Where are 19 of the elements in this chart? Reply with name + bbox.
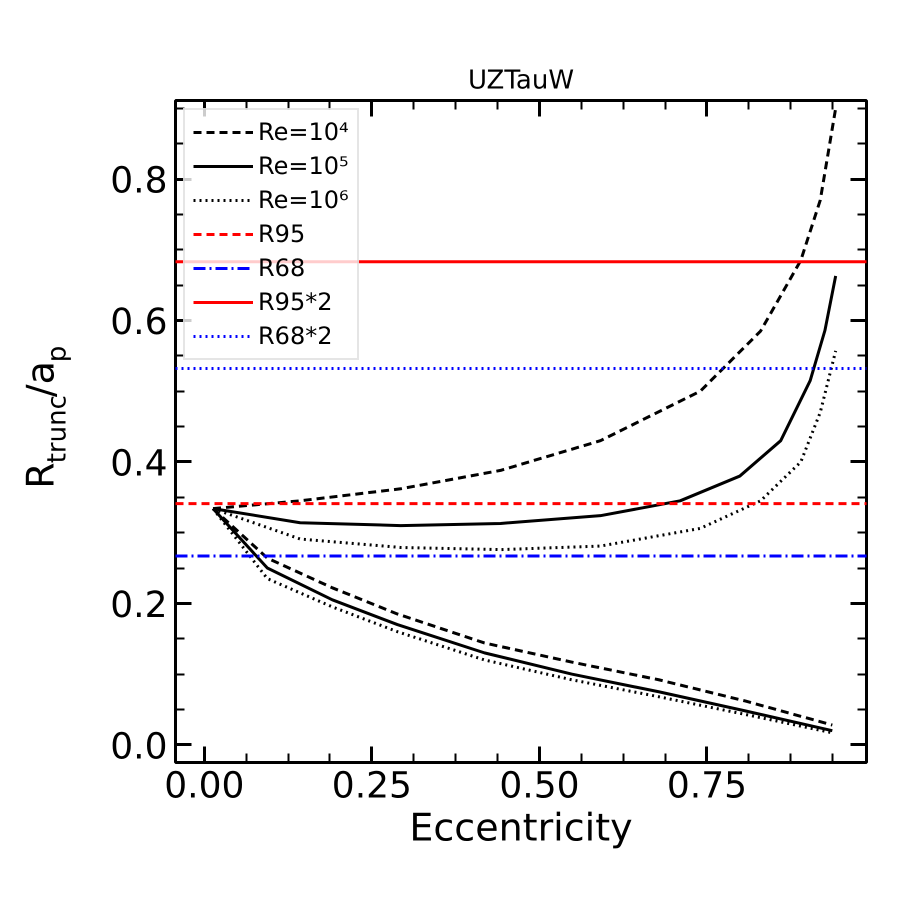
y-tick-label: 0.6 (110, 302, 168, 343)
chart-title: UZTauW (468, 66, 574, 96)
legend-label: R95 (258, 220, 306, 248)
y-tick-label: 0.2 (110, 584, 168, 626)
y-axis-title: Rtrunc/ap (18, 346, 72, 489)
legend-label: R95*2 (258, 288, 332, 316)
y-tick-label: 0.4 (110, 443, 168, 484)
x-tick-label: 0.75 (666, 766, 748, 806)
legend-label: Re=10⁵ (258, 152, 349, 180)
x-tick-label: 0.00 (164, 766, 244, 806)
y-tick-label: 0.0 (110, 726, 168, 768)
x-tick-label: 0.25 (332, 766, 412, 806)
y-tick-label: 0.8 (110, 160, 168, 202)
legend-label: Re=10⁴ (258, 118, 349, 146)
x-tick-label: 0.50 (499, 766, 580, 806)
legend-label: R68*2 (258, 322, 332, 350)
legend-label: Re=10⁶ (258, 186, 349, 214)
x-axis-title: Eccentricity (409, 806, 633, 850)
legend-label: R68 (258, 254, 306, 282)
